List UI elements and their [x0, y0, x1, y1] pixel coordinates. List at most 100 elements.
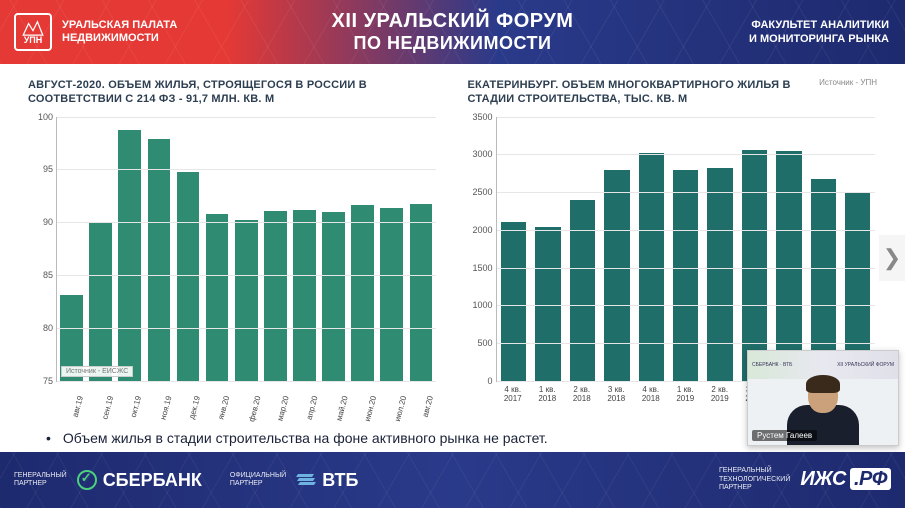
bar — [148, 139, 171, 381]
bar — [707, 168, 732, 381]
faculty-line1: ФАКУЛЬТЕТ АНАЛИТИКИ — [655, 18, 889, 32]
gridline — [497, 268, 876, 269]
x-tick-label: 2 кв.2018 — [565, 382, 600, 420]
chevron-right-icon: ❯ — [883, 245, 901, 271]
bar — [501, 222, 526, 381]
y-tick-label: 3500 — [472, 112, 496, 122]
x-tick-label: авг.19 — [56, 382, 85, 420]
chart-right-bars — [497, 117, 876, 381]
x-tick-label: фев.20 — [231, 382, 260, 420]
gridline — [57, 328, 436, 329]
y-tick-label: 2000 — [472, 225, 496, 235]
org-name-line2: НЕДВИЖИМОСТИ — [62, 32, 177, 45]
chart-right-source: Источник - УПН — [819, 78, 877, 87]
x-tick-label: авг.20 — [406, 382, 435, 420]
bar-slot — [565, 117, 599, 381]
sberbank-name: СБЕРБАНК — [103, 470, 202, 491]
y-tick-label: 75 — [43, 376, 57, 386]
org-logo: УПН — [14, 13, 52, 51]
tech-partner-label: ГЕНЕРАЛЬНЫЙТЕХНОЛОГИЧЕСКИЙПАРТНЕР — [719, 467, 790, 492]
bar — [604, 170, 629, 381]
bar-slot — [737, 117, 771, 381]
bar-slot — [531, 117, 565, 381]
gridline — [497, 117, 876, 118]
y-tick-label: 500 — [477, 338, 496, 348]
chart-right-plot: 0500100015002000250030003500 — [496, 117, 876, 382]
presenter-webcam: СБЕРБАНК · ВТБXII УРАЛЬСКИЙ ФОРУМ Рустем… — [747, 350, 899, 446]
y-tick-label: 1000 — [472, 300, 496, 310]
vtb-name: ВТБ — [322, 470, 358, 491]
x-tick-label: июн.20 — [348, 382, 377, 420]
bar-slot — [600, 117, 634, 381]
chart-left-area: Источник - ЕИСЖС 7580859095100 авг.19сен… — [28, 117, 438, 420]
bar-slot — [115, 117, 144, 381]
bar — [410, 204, 433, 381]
bar — [177, 172, 200, 381]
gridline — [57, 117, 436, 118]
bar-slot — [57, 117, 86, 381]
bar — [776, 151, 801, 381]
org-name-line1: УРАЛЬСКАЯ ПАЛАТА — [62, 19, 177, 32]
chart-left-bars — [57, 117, 436, 381]
chart-left: АВГУСТ-2020. ОБЪЕМ ЖИЛЬЯ, СТРОЯЩЕГОСЯ В … — [28, 78, 438, 420]
chart-right-title: ЕКАТЕРИНБУРГ. ОБЪЕМ МНОГОКВАРТИРНОГО ЖИЛ… — [468, 78, 820, 107]
y-tick-label: 1500 — [472, 263, 496, 273]
x-tick-label: 3 кв.2018 — [599, 382, 634, 420]
x-tick-label: 4 кв.2018 — [634, 382, 669, 420]
bar — [570, 200, 595, 381]
bar-slot — [232, 117, 261, 381]
bar — [673, 170, 698, 381]
bar — [264, 211, 287, 381]
x-tick-label: 1 кв.2018 — [530, 382, 565, 420]
gridline — [57, 222, 436, 223]
bar-slot — [290, 117, 319, 381]
footer-banner: ГЕНЕРАЛЬНЫЙПАРТНЕР СБЕРБАНК ОФИЦИАЛЬНЫЙП… — [0, 452, 905, 508]
org-block: УПН УРАЛЬСКАЯ ПАЛАТА НЕДВИЖИМОСТИ — [0, 13, 250, 51]
y-tick-label: 2500 — [472, 187, 496, 197]
x-tick-label: окт.19 — [114, 382, 143, 420]
gridline — [497, 192, 876, 193]
forum-title-line1: XII УРАЛЬСКИЙ ФОРУМ — [250, 10, 655, 33]
x-tick-label: 1 кв.2019 — [668, 382, 703, 420]
gridline — [57, 275, 436, 276]
bar-slot — [841, 117, 875, 381]
bar-slot — [173, 117, 202, 381]
header-banner: УПН УРАЛЬСКАЯ ПАЛАТА НЕДВИЖИМОСТИ XII УР… — [0, 0, 905, 64]
bar — [118, 130, 141, 381]
bar — [742, 150, 767, 381]
x-tick-label: сен.19 — [85, 382, 114, 420]
izhs-suffix: .РФ — [850, 468, 891, 490]
vtb-logo: ВТБ — [296, 470, 358, 491]
y-tick-label: 90 — [43, 217, 57, 227]
y-tick-label: 3000 — [472, 149, 496, 159]
gridline — [497, 230, 876, 231]
x-tick-label: 4 кв.2017 — [496, 382, 531, 420]
bar-slot — [497, 117, 531, 381]
org-name: УРАЛЬСКАЯ ПАЛАТА НЕДВИЖИМОСТИ — [62, 19, 177, 45]
y-tick-label: 100 — [38, 112, 57, 122]
bar-slot — [261, 117, 290, 381]
gridline — [497, 343, 876, 344]
bar — [89, 223, 112, 381]
chart-left-plot: Источник - ЕИСЖС 7580859095100 — [56, 117, 436, 382]
gridline — [497, 305, 876, 306]
bar-slot — [86, 117, 115, 381]
bar-slot — [669, 117, 703, 381]
gridline — [497, 154, 876, 155]
gridline — [57, 169, 436, 170]
bar-slot — [634, 117, 668, 381]
bar — [206, 214, 229, 381]
bar — [293, 210, 316, 381]
bar-slot — [319, 117, 348, 381]
bar-slot — [806, 117, 840, 381]
sberbank-logo: СБЕРБАНК — [77, 470, 202, 491]
bar-slot — [406, 117, 435, 381]
chart-left-source: Источник - ЕИСЖС — [61, 366, 133, 377]
next-slide-button[interactable]: ❯ — [879, 235, 905, 281]
bar — [380, 208, 403, 381]
presenter-name: Рустем Галеев — [752, 430, 817, 441]
x-tick-label: июл.20 — [377, 382, 406, 420]
y-tick-label: 95 — [43, 164, 57, 174]
bar-slot — [703, 117, 737, 381]
faculty-name: ФАКУЛЬТЕТ АНАЛИТИКИ И МОНИТОРИНГА РЫНКА — [655, 18, 905, 47]
